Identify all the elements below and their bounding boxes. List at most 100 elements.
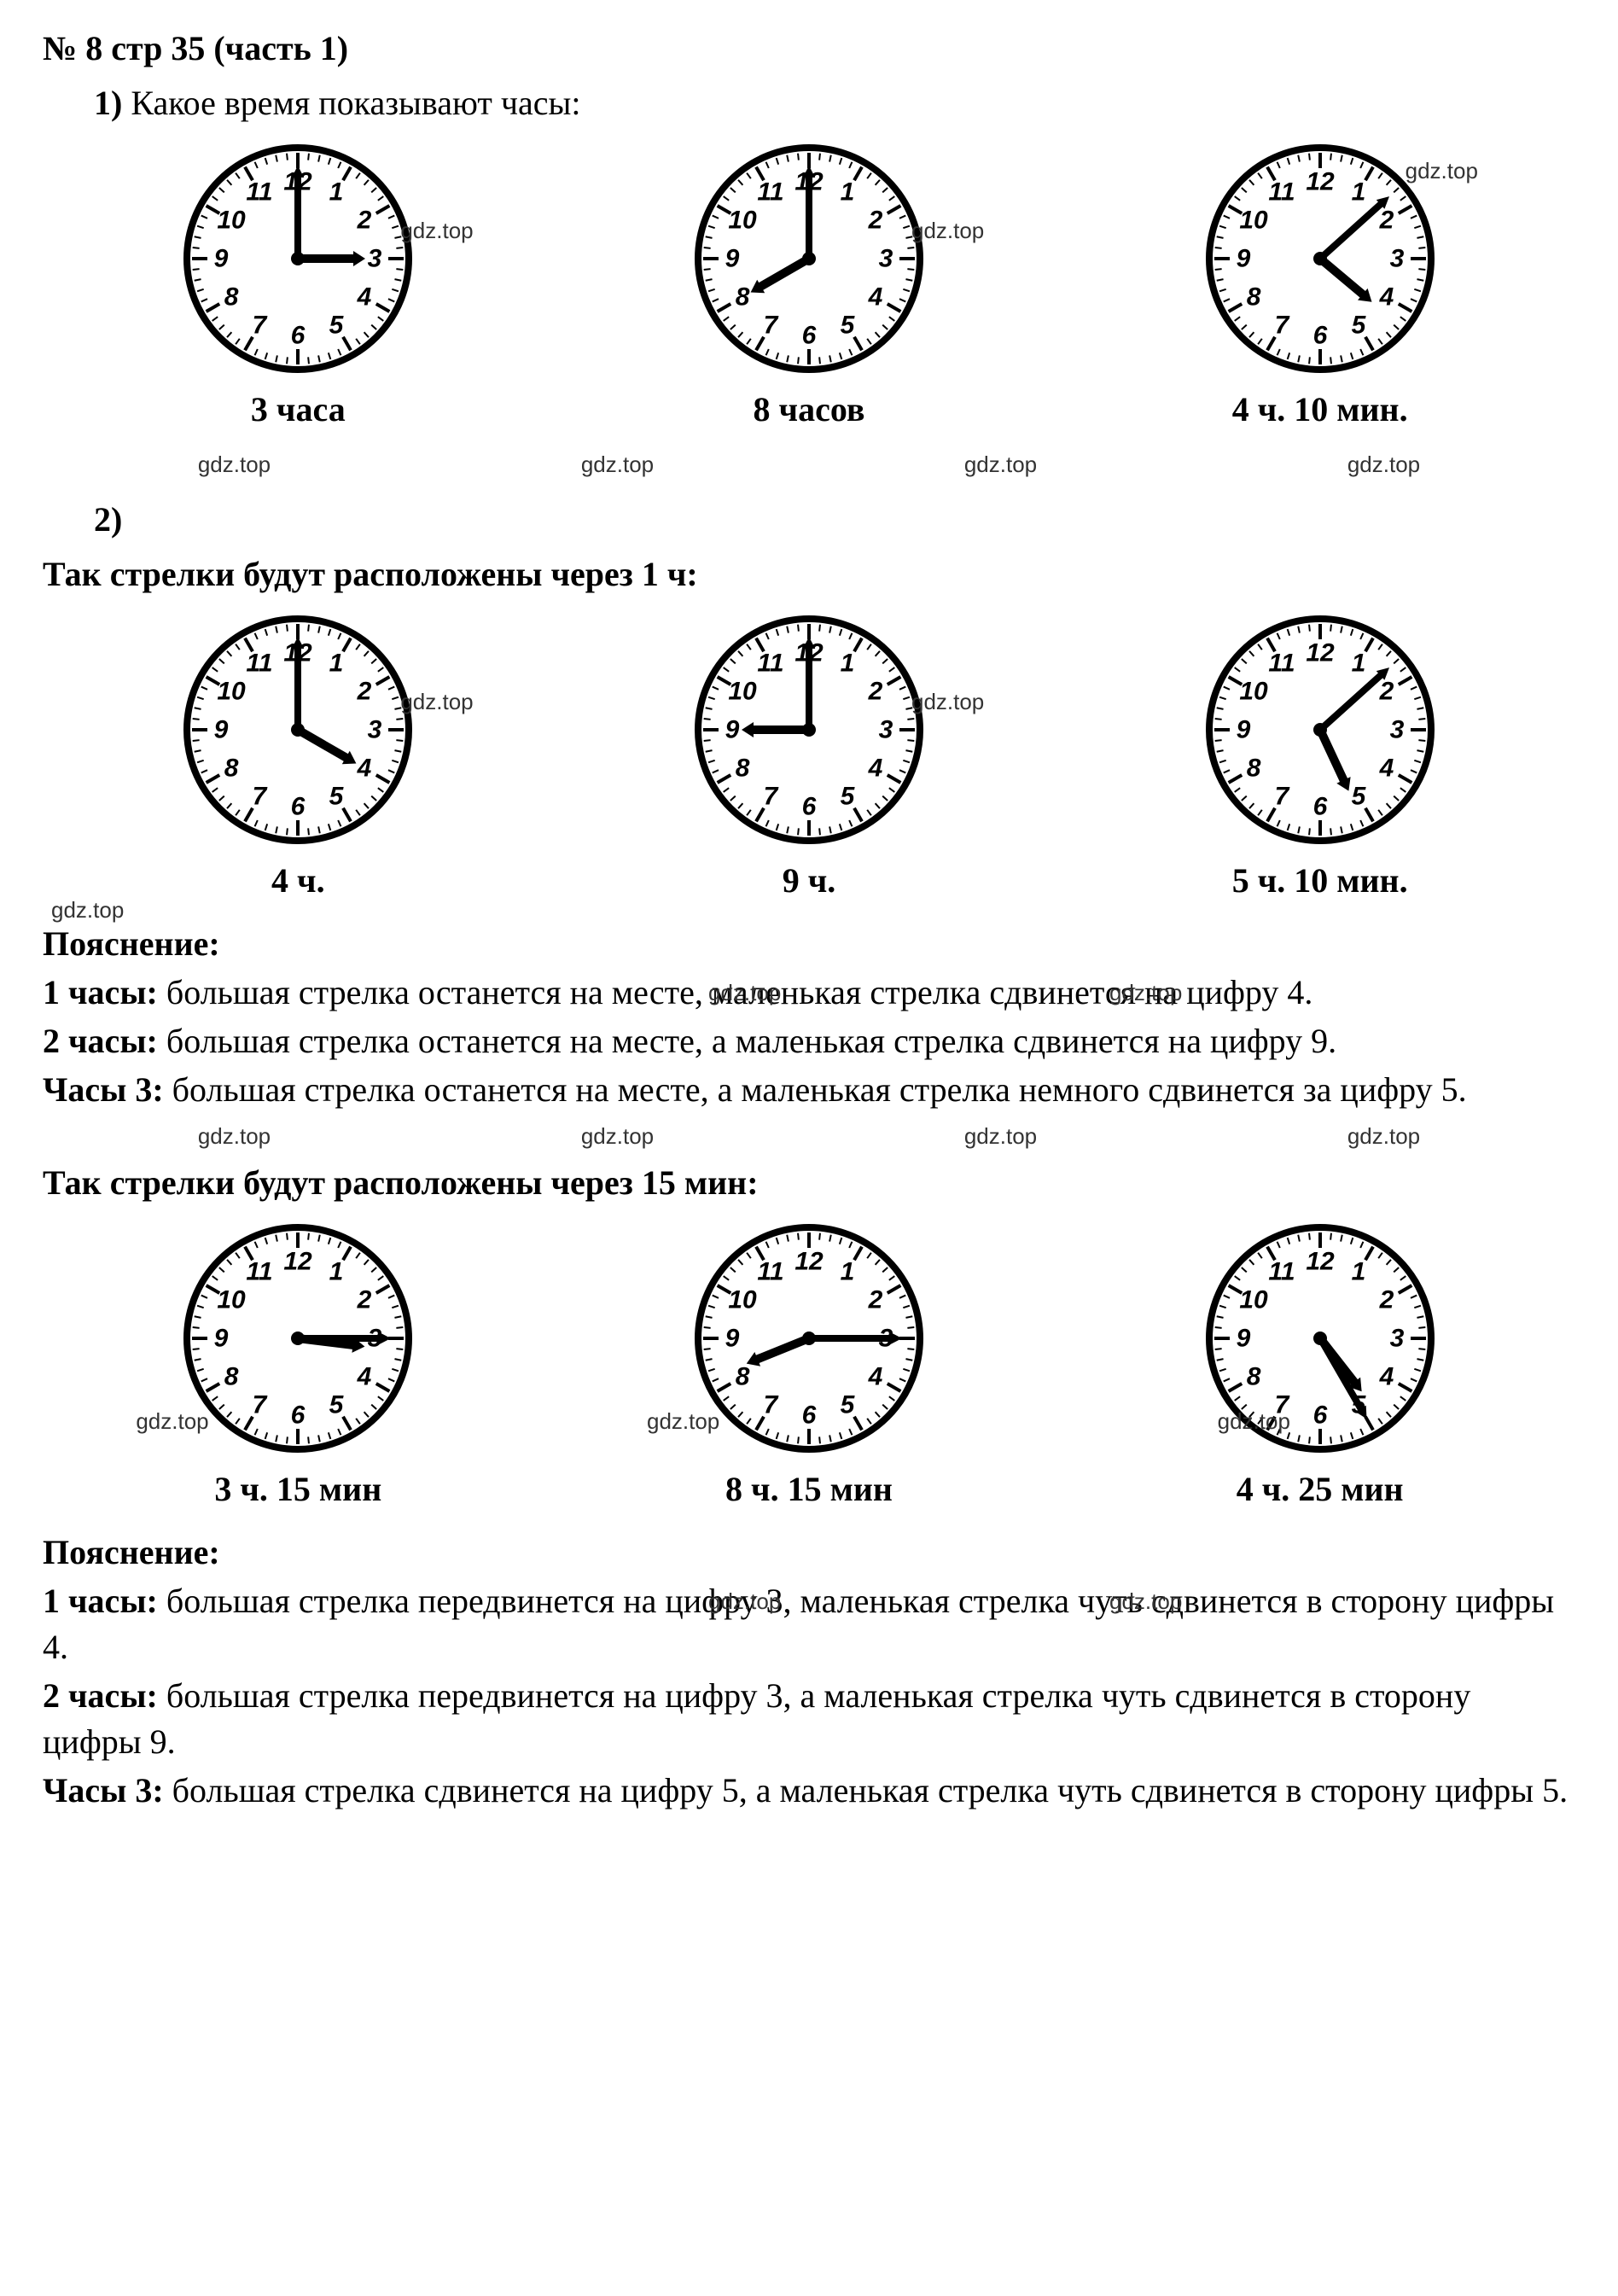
svg-text:9: 9 (214, 716, 229, 744)
clock-caption: 5 ч. 10 мин. (1232, 858, 1408, 904)
svg-text:8: 8 (736, 283, 750, 312)
svg-text:11: 11 (757, 1258, 783, 1286)
svg-text:1: 1 (329, 650, 344, 678)
clock-caption: 4 ч. (271, 858, 325, 904)
svg-text:5: 5 (329, 1391, 345, 1419)
svg-text:1: 1 (841, 1258, 855, 1286)
svg-text:8: 8 (1246, 755, 1260, 783)
svg-text:2: 2 (357, 1286, 372, 1314)
svg-text:10: 10 (218, 207, 247, 235)
watermark: gdz.top (136, 1407, 208, 1436)
q1-text: Какое время показывают часы: (131, 84, 580, 122)
explanation-1-title: Пояснение: (43, 921, 1575, 967)
watermark: gdz.top (1109, 1587, 1182, 1617)
clock-caption: 4 ч. 10 мин. (1232, 387, 1408, 433)
svg-text:6: 6 (1312, 1401, 1327, 1430)
svg-text:6: 6 (291, 322, 306, 350)
svg-text:8: 8 (1246, 1363, 1260, 1391)
watermark: gdz.top (51, 895, 124, 925)
svg-text:3: 3 (368, 716, 382, 744)
watermark: gdz.top (708, 1587, 781, 1617)
svg-text:6: 6 (1312, 322, 1327, 350)
svg-text:5: 5 (841, 783, 856, 811)
clocks-row-3: 1234567891011123 ч. 15 минgdz.top1234567… (43, 1219, 1575, 1512)
svg-text:6: 6 (1312, 793, 1327, 821)
watermark: gdz.top (400, 687, 473, 717)
svg-text:12: 12 (794, 1248, 824, 1276)
svg-text:1: 1 (329, 178, 344, 207)
explanation-2-body: 1 часы: большая стрелка передвинется на … (43, 1578, 1575, 1814)
svg-text:2: 2 (868, 1286, 883, 1314)
svg-text:8: 8 (224, 755, 239, 783)
explanation-label: 1 часы: (43, 1582, 158, 1620)
watermark-row-2: gdz.topgdz.topgdz.topgdz.top (43, 1122, 1575, 1151)
svg-text:12: 12 (284, 1248, 313, 1276)
svg-text:12: 12 (1306, 639, 1335, 667)
watermark: gdz.top (198, 450, 271, 480)
svg-text:8: 8 (224, 1363, 239, 1391)
explanation-line: Часы 3: большая стрелка сдвинется на циф… (43, 1768, 1575, 1814)
explanation-text: большая стрелка сдвинется на цифру 5, а … (164, 1771, 1568, 1809)
svg-text:11: 11 (1268, 650, 1295, 678)
question-2: 2) (43, 497, 1575, 543)
svg-text:11: 11 (247, 650, 273, 678)
svg-text:1: 1 (841, 178, 855, 207)
svg-text:9: 9 (1236, 716, 1250, 744)
explanation-text: большая стрелка передвинется на цифру 3,… (43, 1676, 1470, 1761)
svg-text:10: 10 (1239, 207, 1268, 235)
svg-text:1: 1 (1351, 178, 1365, 207)
svg-text:4: 4 (357, 755, 372, 783)
explanation-line: 1 часы: большая стрелка передвинется на … (43, 1578, 1575, 1670)
clock-icon: 123456789101112 (178, 610, 417, 849)
svg-text:5: 5 (841, 311, 856, 339)
svg-text:10: 10 (728, 678, 757, 706)
svg-text:8: 8 (736, 1363, 750, 1391)
explanation-text: большая стрелка передвинется на цифру 3,… (43, 1582, 1554, 1666)
svg-text:3: 3 (879, 716, 893, 744)
page-header: № 8 стр 35 (часть 1) (43, 26, 1575, 72)
clock-wrapper: 1234567891011123 часаgdz.top (178, 139, 417, 433)
q1-num: 1) (94, 84, 122, 122)
svg-text:4: 4 (868, 1363, 883, 1391)
watermark: gdz.top (1109, 978, 1182, 1008)
explanation-text: большая стрелка останется на месте, а ма… (164, 1070, 1467, 1109)
svg-text:7: 7 (764, 311, 779, 339)
watermark: gdz.top (1218, 1407, 1290, 1436)
watermark: gdz.top (647, 1407, 719, 1436)
svg-text:4: 4 (1378, 755, 1394, 783)
subtitle-2: Так стрелки будут расположены через 15 м… (43, 1160, 1575, 1206)
svg-text:6: 6 (291, 1401, 306, 1430)
svg-text:11: 11 (1268, 178, 1295, 207)
svg-text:9: 9 (214, 1325, 229, 1353)
watermark: gdz.top (911, 216, 984, 246)
clock-icon: 123456789101112 (690, 610, 928, 849)
svg-text:7: 7 (253, 783, 268, 811)
clock-icon: 123456789101112 (178, 139, 417, 378)
svg-text:7: 7 (1274, 311, 1289, 339)
svg-text:11: 11 (757, 178, 783, 207)
svg-text:6: 6 (802, 793, 817, 821)
svg-text:8: 8 (736, 755, 750, 783)
svg-text:6: 6 (802, 322, 817, 350)
clock-wrapper: 1234567891011128 часовgdz.top (690, 139, 928, 433)
svg-text:11: 11 (757, 650, 783, 678)
watermark: gdz.top (198, 1122, 271, 1151)
svg-text:3: 3 (1389, 716, 1404, 744)
svg-text:9: 9 (1236, 245, 1250, 273)
watermark: gdz.top (1406, 156, 1478, 186)
svg-text:3: 3 (1389, 245, 1404, 273)
svg-text:9: 9 (725, 245, 740, 273)
explanation-label: 2 часы: (43, 1022, 158, 1060)
svg-text:1: 1 (329, 1258, 344, 1286)
clock-icon: 123456789101112 (178, 1219, 417, 1458)
explanation-1-body: 1 часы: большая стрелка останется на мес… (43, 970, 1575, 1113)
svg-text:10: 10 (218, 678, 247, 706)
clock-wrapper: 1234567891011124 ч. 25 минgdz.top (1201, 1219, 1440, 1512)
svg-text:2: 2 (1378, 678, 1394, 706)
svg-text:1: 1 (1351, 1258, 1365, 1286)
clock-caption: 3 ч. 15 мин (214, 1466, 381, 1512)
svg-text:10: 10 (218, 1286, 247, 1314)
svg-text:2: 2 (1378, 207, 1394, 235)
explanation-line: 2 часы: большая стрелка останется на мес… (43, 1018, 1575, 1064)
svg-text:3: 3 (368, 245, 382, 273)
